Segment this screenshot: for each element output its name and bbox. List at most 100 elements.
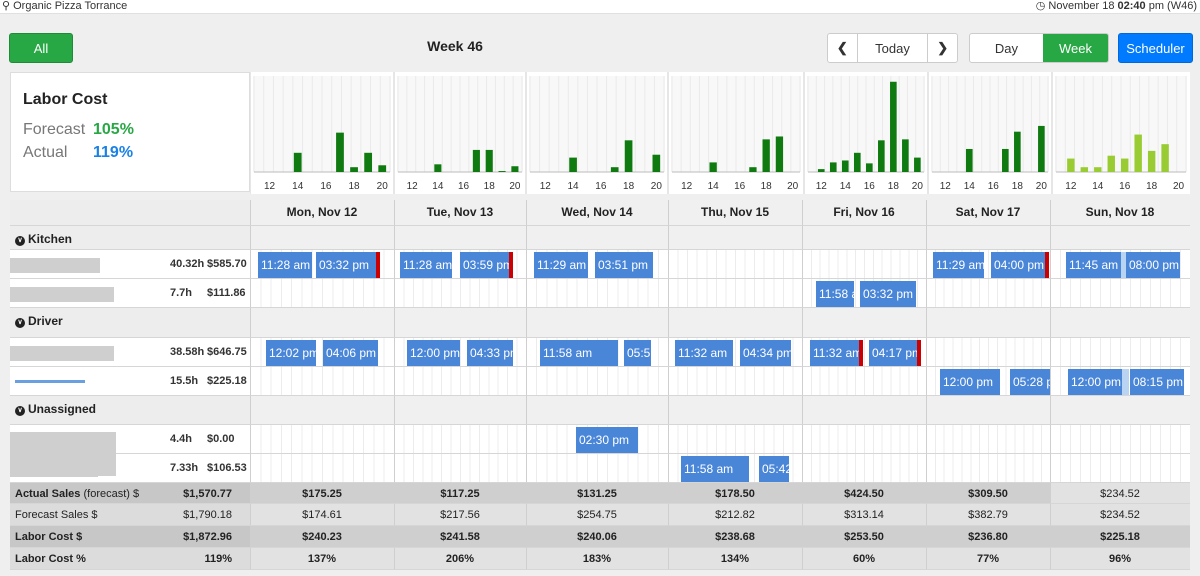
shift-block[interactable]: 11:58 am	[681, 456, 749, 482]
shift-block[interactable]: 04:17 pm	[869, 340, 921, 366]
shift-block[interactable]: 03:32 pm	[860, 281, 916, 307]
shift-block[interactable]: 11:58 am	[816, 281, 854, 307]
all-button[interactable]: All	[9, 33, 73, 63]
grid-cell[interactable]	[394, 454, 526, 483]
grid-cell[interactable]	[668, 250, 802, 279]
grid-cell[interactable]	[926, 279, 1050, 308]
grid-cell[interactable]	[526, 454, 668, 483]
chart-bar	[1038, 125, 1045, 172]
employee-name-redacted[interactable]	[10, 258, 100, 273]
shift-block[interactable]: 04:33 pm	[467, 340, 513, 366]
location-label[interactable]: ⚲ Organic Pizza Torrance	[2, 0, 127, 13]
grid-cell[interactable]	[668, 425, 802, 454]
day-header[interactable]: Tue, Nov 13	[426, 205, 494, 219]
group-header[interactable]: ∨ Driver	[15, 314, 63, 328]
shift-block[interactable]: 11:32 am	[810, 340, 863, 366]
employee-name-redacted[interactable]	[10, 462, 98, 477]
grid-cell[interactable]	[526, 279, 668, 308]
shift-time: 11:29 am	[936, 258, 984, 272]
overtime-marker	[376, 252, 380, 278]
day-header[interactable]: Sun, Nov 18	[1085, 205, 1155, 219]
grid-cell[interactable]	[250, 367, 394, 396]
grid-cell[interactable]	[668, 279, 802, 308]
grid-cell[interactable]	[802, 367, 926, 396]
shift-block[interactable]: 11:29 am	[933, 252, 984, 278]
chevron-down-icon[interactable]: ∨	[15, 236, 25, 246]
shift-block[interactable]: 03:59 pm	[460, 252, 513, 278]
shift-block[interactable]: 08:15 pm	[1130, 369, 1184, 395]
grid-cell[interactable]	[1050, 279, 1190, 308]
day-header[interactable]: Mon, Nov 12	[286, 205, 358, 219]
grid-cell[interactable]	[1050, 425, 1190, 454]
chart-bar	[293, 152, 302, 172]
shift-block[interactable]: 04:00 pm	[991, 252, 1049, 278]
day-header[interactable]: Fri, Nov 16	[833, 205, 895, 219]
grid-cell	[526, 308, 668, 338]
chevron-right-icon[interactable]: ❯	[937, 40, 949, 55]
shift-block[interactable]: 05:28 pm	[1010, 369, 1050, 395]
day-header[interactable]: Thu, Nov 15	[700, 205, 769, 219]
grid-cell	[1050, 226, 1190, 250]
shift-block[interactable]: 11:28 am	[400, 252, 452, 278]
shift-block[interactable]: 11:45 am	[1066, 252, 1122, 278]
grid-cell[interactable]	[394, 425, 526, 454]
chart-tick-label: 16	[864, 181, 876, 192]
grid-cell[interactable]	[250, 454, 394, 483]
shift-block[interactable]: 03:51 pm	[595, 252, 653, 278]
shift-block[interactable]: 12:02 pm	[266, 340, 316, 366]
shift-block[interactable]: 12:00 pm	[407, 340, 460, 366]
shift-block[interactable]: 11:58 am	[540, 340, 618, 366]
chevron-down-icon[interactable]: ∨	[15, 318, 25, 328]
employee-name-link[interactable]	[15, 380, 85, 383]
chart-bar	[364, 152, 373, 172]
grid-cell[interactable]	[394, 367, 526, 396]
grid-cell[interactable]	[802, 250, 926, 279]
group-header[interactable]: ∨ Unassigned	[15, 402, 96, 416]
forecast-label: Forecast	[23, 121, 86, 138]
chevron-down-icon[interactable]: ∨	[15, 406, 25, 416]
employee-name-redacted[interactable]	[10, 287, 114, 302]
employee-name-redacted[interactable]	[10, 346, 114, 361]
shift-block[interactable]: 02:30 pm	[576, 427, 638, 453]
grid-cell[interactable]	[926, 338, 1050, 367]
chart-tick-label: 20	[651, 181, 663, 192]
chevron-left-icon[interactable]: ❮	[836, 40, 848, 55]
grid-cell[interactable]	[802, 454, 926, 483]
chart-bar	[1080, 167, 1089, 172]
shift-block[interactable]: 03:32 pm	[316, 252, 380, 278]
grid-cell[interactable]	[926, 454, 1050, 483]
grid-cell[interactable]	[250, 279, 394, 308]
summary-total: $1,790.18	[183, 509, 232, 521]
group-header[interactable]: ∨ Kitchen	[15, 232, 72, 246]
shift-block[interactable]: 11:29 am	[534, 252, 588, 278]
grid-cell[interactable]	[526, 367, 668, 396]
chart-bar	[1094, 167, 1102, 172]
shift-block[interactable]: 12:00 pm	[1068, 369, 1122, 395]
week-view-button[interactable]: Week	[1042, 34, 1108, 62]
grid-cell[interactable]	[926, 425, 1050, 454]
grid-cell[interactable]	[668, 367, 802, 396]
shift-block[interactable]: 11:28 am	[258, 252, 312, 278]
shift-block[interactable]: 11:32 am	[675, 340, 733, 366]
shift-block[interactable]: 04:06 pm	[323, 340, 378, 366]
grid-cell[interactable]	[1050, 338, 1190, 367]
grid-cell[interactable]	[1050, 454, 1190, 483]
grid-cell	[394, 483, 526, 504]
shift-block[interactable]: 05:59	[624, 340, 651, 366]
day-view-button[interactable]: Day	[994, 40, 1019, 56]
day-header[interactable]: Sat, Nov 17	[955, 205, 1021, 219]
day-header[interactable]: Wed, Nov 14	[561, 205, 633, 219]
scheduler-button[interactable]: Scheduler	[1118, 33, 1193, 63]
shift-block[interactable]: 12:00 pm	[940, 369, 1000, 395]
today-button[interactable]: Today	[856, 34, 929, 62]
chart-tick-label: 20	[509, 181, 521, 192]
employee-hours: 38.58h	[170, 346, 205, 358]
grid-cell	[926, 548, 1050, 570]
employee-cost: $0.00	[207, 433, 235, 445]
grid-cell[interactable]	[394, 279, 526, 308]
shift-block[interactable]: 08:00 pm	[1126, 252, 1180, 278]
grid-cell[interactable]	[250, 425, 394, 454]
shift-block[interactable]: 05:42	[759, 456, 789, 482]
shift-block[interactable]: 04:34 pm	[740, 340, 791, 366]
grid-cell[interactable]	[802, 425, 926, 454]
